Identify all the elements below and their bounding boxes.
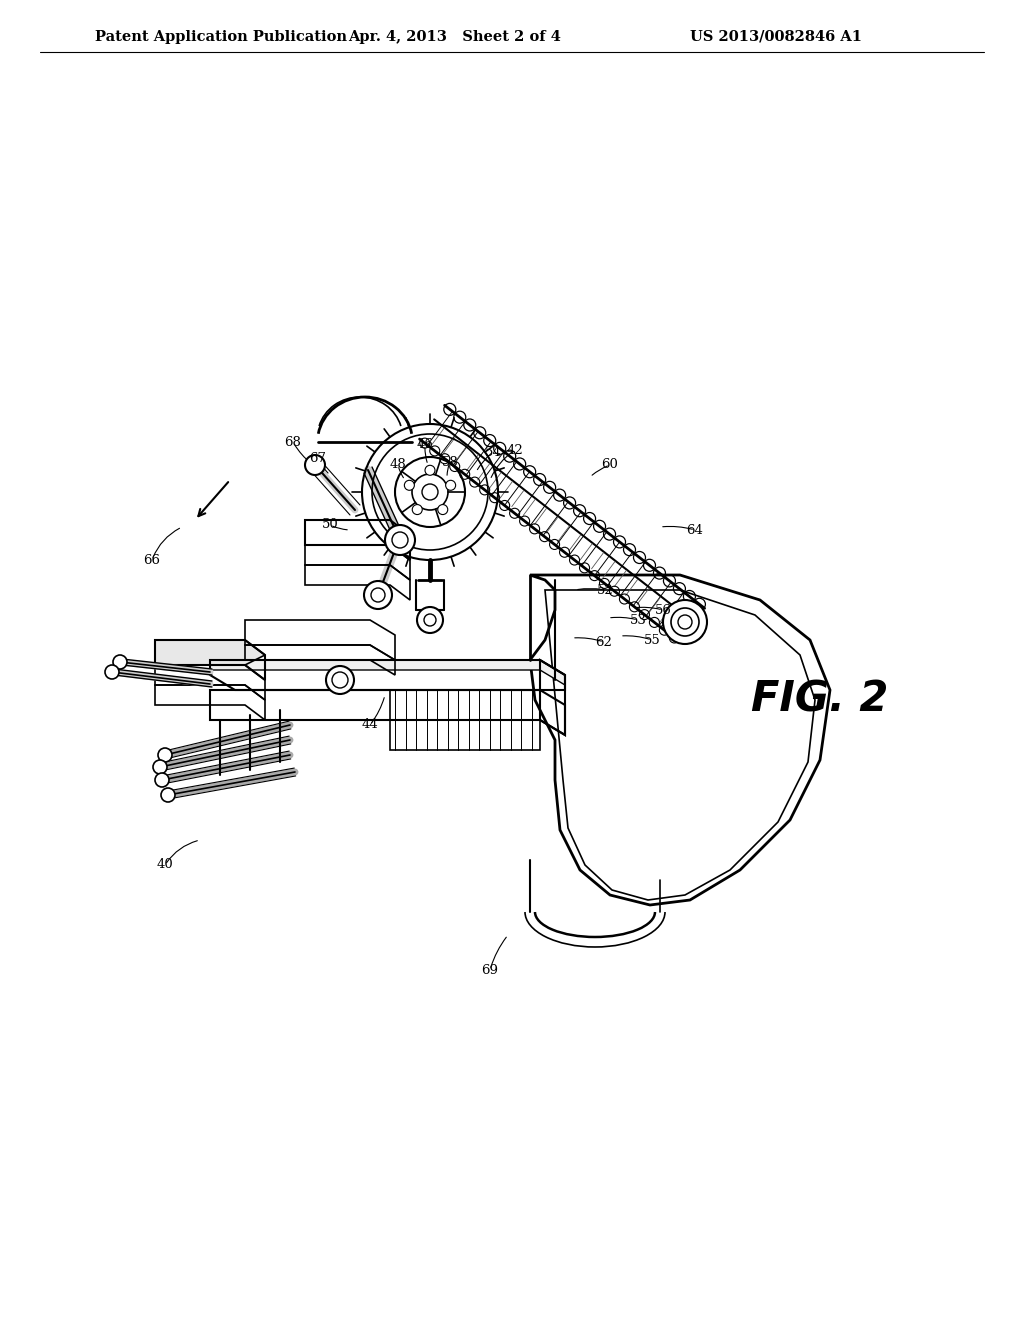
Circle shape bbox=[305, 455, 325, 475]
Polygon shape bbox=[210, 660, 565, 685]
Text: 60: 60 bbox=[601, 458, 618, 471]
Text: Patent Application Publication: Patent Application Publication bbox=[95, 30, 347, 44]
Circle shape bbox=[417, 607, 443, 634]
Circle shape bbox=[404, 480, 415, 490]
Text: 55: 55 bbox=[644, 634, 660, 647]
Circle shape bbox=[385, 525, 415, 554]
Text: 40: 40 bbox=[157, 858, 173, 871]
Circle shape bbox=[153, 760, 167, 774]
Text: 44: 44 bbox=[361, 718, 379, 731]
Circle shape bbox=[425, 465, 435, 475]
Text: 64: 64 bbox=[686, 524, 703, 536]
Text: 67: 67 bbox=[309, 451, 327, 465]
Text: Apr. 4, 2013   Sheet 2 of 4: Apr. 4, 2013 Sheet 2 of 4 bbox=[348, 30, 561, 44]
Circle shape bbox=[161, 788, 175, 803]
Text: 42: 42 bbox=[507, 444, 523, 457]
Text: FIG. 2: FIG. 2 bbox=[752, 678, 889, 721]
Text: 53: 53 bbox=[630, 614, 646, 627]
Circle shape bbox=[364, 581, 392, 609]
Circle shape bbox=[413, 504, 422, 515]
Text: 50: 50 bbox=[322, 519, 338, 532]
Circle shape bbox=[155, 774, 169, 787]
Circle shape bbox=[158, 748, 172, 762]
Circle shape bbox=[113, 655, 127, 669]
Text: 69: 69 bbox=[481, 964, 499, 977]
Text: 68: 68 bbox=[285, 436, 301, 449]
Text: 62: 62 bbox=[596, 635, 612, 648]
Circle shape bbox=[663, 601, 707, 644]
Text: 48: 48 bbox=[389, 458, 407, 471]
Text: 66: 66 bbox=[143, 553, 161, 566]
Polygon shape bbox=[155, 640, 265, 665]
Circle shape bbox=[326, 667, 354, 694]
Text: 52: 52 bbox=[597, 583, 613, 597]
Text: 58: 58 bbox=[441, 455, 459, 469]
Text: 46: 46 bbox=[417, 438, 433, 451]
Text: 54: 54 bbox=[484, 446, 502, 458]
Circle shape bbox=[437, 504, 447, 515]
Text: US 2013/0082846 A1: US 2013/0082846 A1 bbox=[690, 30, 862, 44]
Text: 56: 56 bbox=[654, 603, 672, 616]
Circle shape bbox=[445, 480, 456, 490]
Circle shape bbox=[105, 665, 119, 678]
